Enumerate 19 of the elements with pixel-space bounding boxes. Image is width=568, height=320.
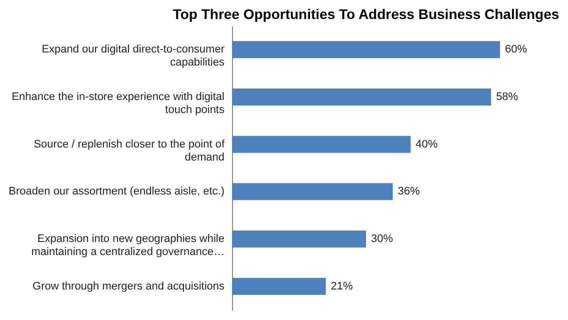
y-tick-label: Expand our digital direct-to-consumer capabilities xyxy=(42,44,225,69)
y-tick-label: Enhance the in-store experience with digital touch points xyxy=(12,91,225,116)
data-label: 40% xyxy=(416,138,438,150)
y-tick-label: Expansion into new geographies while maintaining a centralized governance… xyxy=(31,233,224,258)
bar xyxy=(232,88,492,106)
y-tick-label: Source / replenish closer to the point of demand xyxy=(34,138,226,164)
bar xyxy=(232,230,366,248)
data-label: 21% xyxy=(330,280,354,292)
data-label: 30% xyxy=(371,233,394,245)
bar xyxy=(232,41,500,58)
y-tick-label: Broaden our assortment (endless aisle, etc.) xyxy=(8,186,224,198)
data-label: 36% xyxy=(398,186,420,198)
data-label: 58% xyxy=(496,91,518,103)
bar xyxy=(232,278,326,295)
y-tick-label: Grow through mergers and acquisitions xyxy=(32,280,225,292)
bar xyxy=(232,136,411,153)
bar xyxy=(232,183,393,200)
data-label: 60% xyxy=(505,44,528,56)
chart-title: Top Three Opportunities To Address Business Challenges xyxy=(172,6,560,22)
